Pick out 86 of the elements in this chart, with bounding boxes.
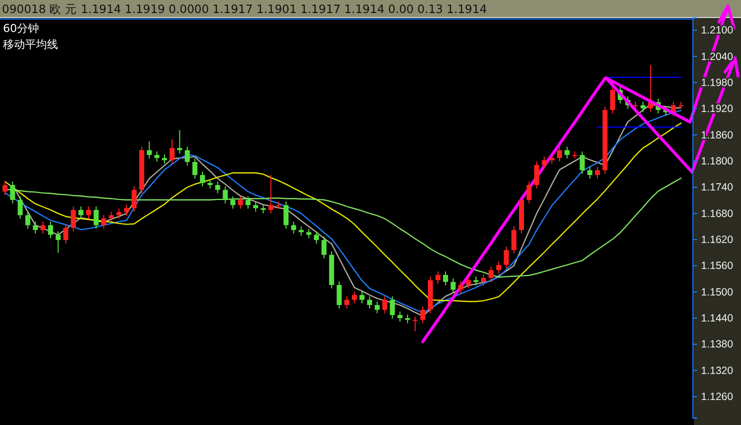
y-tick-label: 1.1260 bbox=[701, 390, 734, 403]
candlestick bbox=[184, 146, 190, 166]
candlestick bbox=[610, 84, 616, 114]
candlestick bbox=[291, 221, 296, 234]
candlestick bbox=[116, 208, 122, 220]
candlestick bbox=[336, 280, 342, 310]
candlestick bbox=[420, 306, 426, 324]
candlestick bbox=[481, 274, 486, 286]
candlestick bbox=[78, 206, 84, 220]
candlestick bbox=[108, 211, 114, 222]
candlestick bbox=[466, 276, 471, 289]
candlestick bbox=[352, 291, 357, 304]
candlestick bbox=[132, 186, 137, 212]
candlestick bbox=[246, 196, 251, 210]
candlestick bbox=[215, 181, 220, 194]
candlestick bbox=[549, 154, 554, 164]
candlestick bbox=[496, 260, 502, 274]
candlestick bbox=[238, 196, 243, 210]
candlestick bbox=[511, 226, 516, 254]
candlestick bbox=[344, 296, 350, 310]
candlestick bbox=[306, 228, 312, 239]
candlestick bbox=[390, 296, 395, 320]
candlestick bbox=[322, 236, 327, 259]
candlestick bbox=[177, 130, 182, 154]
candlestick bbox=[10, 181, 16, 204]
candlestick bbox=[648, 64, 654, 112]
chart-title: 090018 欧 元 1.1914 1.1919 0.0000 1.1917 1.1901 1.1917 1.1914 0.00 0.13 1.1914 bbox=[2, 2, 487, 16]
candlestick bbox=[580, 150, 585, 174]
candlestick bbox=[2, 181, 8, 196]
candlestick bbox=[48, 221, 54, 239]
y-tick-label: 1.1620 bbox=[701, 234, 734, 246]
candlestick bbox=[170, 138, 175, 164]
candlestick bbox=[359, 291, 364, 304]
chart-subtitle: 60分钟 bbox=[3, 22, 39, 35]
candlestick bbox=[63, 224, 68, 244]
candlestick bbox=[640, 101, 646, 112]
y-tick-label: 1.1500 bbox=[701, 286, 734, 298]
candlestick bbox=[94, 206, 99, 230]
candlestick bbox=[40, 221, 46, 234]
candlestick bbox=[162, 154, 168, 164]
candlestick bbox=[458, 280, 464, 294]
candlestick bbox=[556, 146, 562, 162]
candlestick bbox=[86, 206, 92, 220]
annotation: 移动平均线 bbox=[3, 38, 58, 51]
candlestick bbox=[382, 296, 388, 314]
candlestick bbox=[443, 270, 448, 286]
candlestick bbox=[154, 150, 160, 162]
candlestick bbox=[397, 311, 402, 322]
candlestick bbox=[222, 186, 228, 204]
candlestick bbox=[450, 278, 456, 294]
candlestick bbox=[542, 156, 547, 169]
candlestick bbox=[298, 226, 304, 236]
y-tick-label: 1.1440 bbox=[701, 312, 734, 324]
candlestick bbox=[488, 266, 494, 282]
candlestick bbox=[101, 214, 106, 230]
candlestick bbox=[504, 246, 509, 269]
candlestick bbox=[374, 301, 380, 314]
candlestick bbox=[253, 201, 258, 212]
y-tick-label: 1.1380 bbox=[701, 338, 734, 351]
candlestick bbox=[564, 146, 570, 159]
candlestick bbox=[200, 171, 205, 187]
candlestick bbox=[146, 140, 152, 159]
y-tick-label: 1.1560 bbox=[701, 260, 734, 272]
candlestick bbox=[208, 178, 213, 190]
candlestick bbox=[124, 204, 130, 216]
candlestick bbox=[25, 211, 30, 230]
y-tick-label: 1.1680 bbox=[701, 208, 734, 220]
y-tick-label: 1.1320 bbox=[701, 364, 734, 377]
candlestick bbox=[367, 296, 372, 310]
candlestick bbox=[412, 316, 418, 332]
candlestick bbox=[32, 221, 38, 234]
y-tick-label: 1.1740 bbox=[701, 182, 734, 194]
candlestick bbox=[526, 181, 532, 204]
candlestick bbox=[435, 270, 440, 284]
candlestick bbox=[230, 196, 236, 210]
candlestick bbox=[314, 230, 319, 244]
candlestick bbox=[284, 201, 289, 230]
y-tick-label: 1.1800 bbox=[701, 155, 734, 168]
candlestick bbox=[534, 161, 540, 190]
candlestick bbox=[70, 206, 76, 232]
candlestick bbox=[18, 196, 23, 220]
candlestick bbox=[268, 174, 274, 214]
candlestick bbox=[56, 230, 61, 254]
candlestick bbox=[587, 166, 592, 180]
candlestick bbox=[192, 158, 198, 180]
candlestick bbox=[594, 166, 600, 180]
